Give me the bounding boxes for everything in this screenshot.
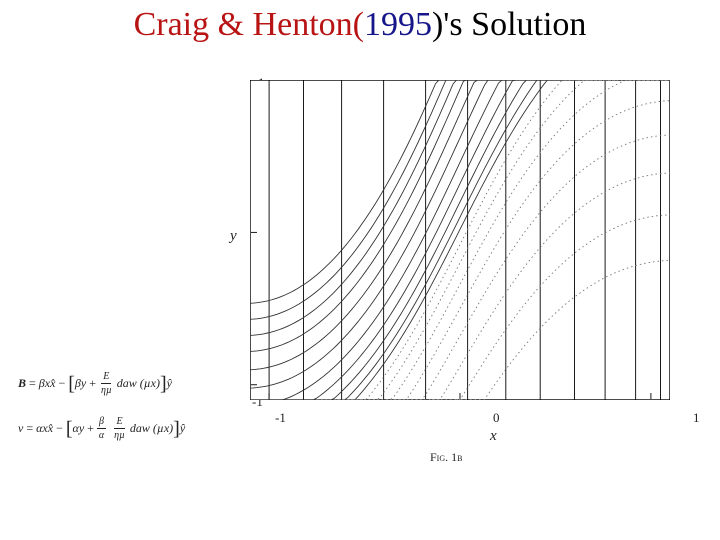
equation-v: v = αxx̂ − [ αy + β α E ηµ daw (µx) ] ŷ — [18, 415, 248, 442]
equations-block: B = βxx̂ − [ βy + E ηµ daw (µx) ] ŷ v = … — [18, 370, 248, 460]
x-tick-1: 1 — [693, 410, 700, 426]
title-part1: Craig & Henton( — [134, 6, 364, 43]
title-part3: )'s Solution — [432, 6, 586, 43]
field-line-plot — [250, 80, 680, 490]
title-part2: 1995 — [364, 6, 432, 43]
page-title: Craig & Henton(1995)'s Solution — [0, 6, 720, 44]
plot-svg — [250, 80, 670, 400]
y-axis-label: y — [230, 228, 237, 245]
equation-B: B = βxx̂ − [ βy + E ηµ daw (µx) ] ŷ — [18, 370, 248, 397]
